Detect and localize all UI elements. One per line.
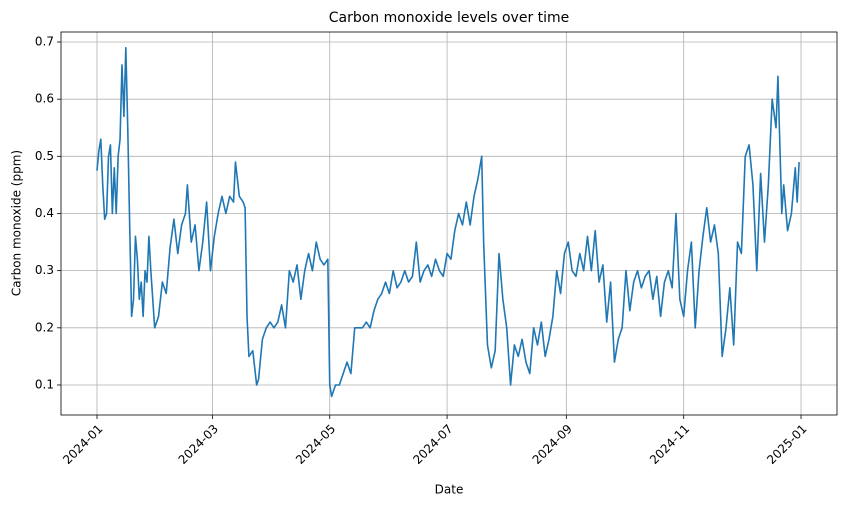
y-tick-label: 0.7 — [35, 35, 54, 49]
x-tick-label: 2024-07 — [410, 422, 455, 467]
x-tick-label: 2024-05 — [293, 422, 338, 467]
x-tick-label: 2024-11 — [647, 422, 692, 467]
x-axis-label: Date — [435, 483, 464, 497]
y-tick-label: 0.6 — [35, 92, 54, 106]
chart-title: Carbon monoxide levels over time — [329, 10, 570, 26]
x-tick-label: 2024-09 — [530, 422, 575, 467]
y-tick-label: 0.1 — [35, 377, 54, 391]
y-tick-label: 0.3 — [35, 263, 54, 277]
y-tick-label: 0.5 — [35, 149, 54, 163]
plot-frame — [60, 31, 838, 416]
x-tick-label: 2025-01 — [764, 422, 809, 467]
data-line — [96, 46, 800, 398]
y-tick-label: 0.4 — [35, 206, 54, 220]
y-axis-label: Carbon monoxide (ppm) — [10, 150, 24, 296]
y-tick-label: 0.2 — [35, 320, 54, 334]
x-tick-label: 2024-01 — [60, 422, 105, 467]
x-tick-label: 2024-03 — [176, 422, 221, 467]
